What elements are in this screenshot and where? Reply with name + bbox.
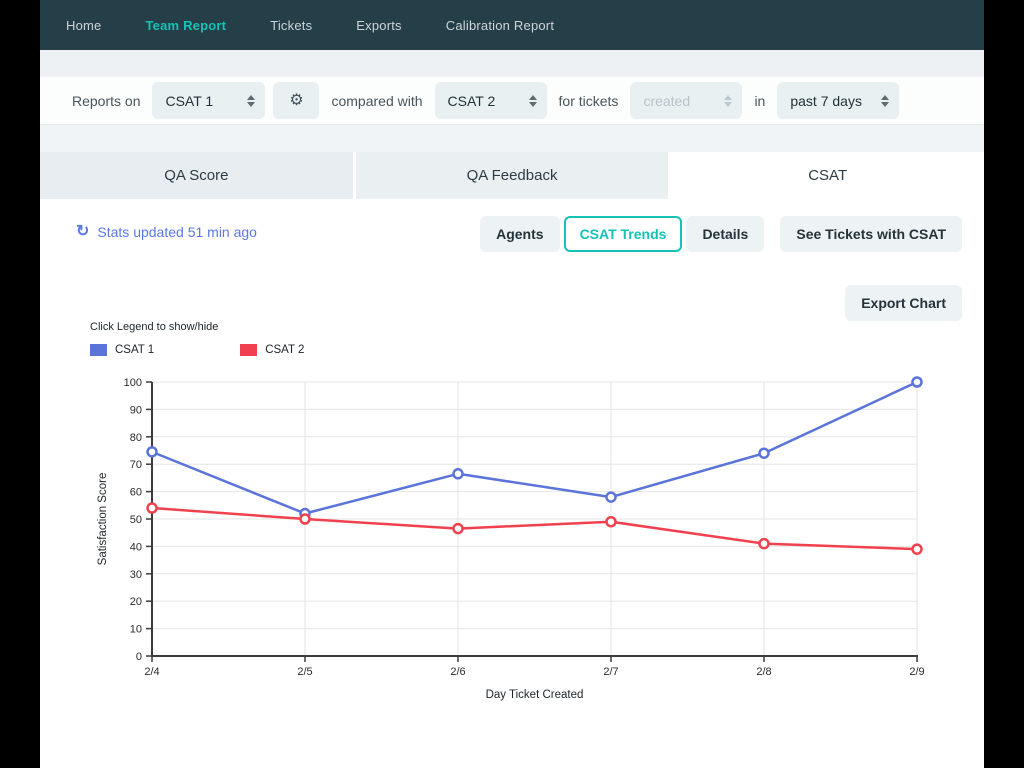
tab-csat[interactable]: CSAT bbox=[671, 152, 985, 199]
nav-item-exports[interactable]: Exports bbox=[356, 17, 402, 33]
for-tickets-label: for tickets bbox=[558, 92, 619, 109]
csat1-swatch-icon bbox=[90, 344, 107, 356]
legend-hint: Click Legend to show/hide bbox=[90, 321, 219, 333]
legend-item-csat2[interactable]: CSAT 2 bbox=[240, 344, 304, 356]
details-button[interactable]: Details bbox=[686, 216, 765, 252]
ticket-filter-select[interactable]: created bbox=[630, 82, 743, 119]
stats-updated-link[interactable]: ↻ Stats updated 51 min ago bbox=[76, 223, 257, 241]
nav-item-calibration-report[interactable]: Calibration Report bbox=[445, 17, 555, 33]
in-label: in bbox=[754, 92, 766, 109]
svg-text:40: 40 bbox=[130, 541, 142, 553]
svg-text:90: 90 bbox=[130, 404, 142, 416]
csat2-swatch-icon bbox=[240, 344, 258, 356]
svg-text:60: 60 bbox=[130, 487, 142, 499]
refresh-icon: ↻ bbox=[76, 223, 90, 240]
svg-text:80: 80 bbox=[130, 432, 142, 444]
svg-text:2/5: 2/5 bbox=[297, 666, 312, 678]
nav-item-team-report[interactable]: Team Report bbox=[145, 17, 227, 33]
report-tabs: QA Score QA Feedback CSAT bbox=[40, 152, 985, 199]
agents-button[interactable]: Agents bbox=[480, 216, 560, 252]
updown-arrows-icon bbox=[247, 94, 256, 107]
csat-panel: ↻ Stats updated 51 min ago Agents CSAT T… bbox=[40, 199, 984, 706]
legend-label-csat2: CSAT 2 bbox=[265, 344, 305, 356]
svg-text:2/9: 2/9 bbox=[909, 666, 924, 678]
export-row: Export Chart bbox=[62, 285, 962, 321]
legend-label-csat1: CSAT 1 bbox=[115, 344, 155, 356]
svg-text:2/7: 2/7 bbox=[603, 666, 618, 678]
svg-text:10: 10 bbox=[130, 624, 142, 636]
svg-text:20: 20 bbox=[130, 596, 142, 608]
svg-text:30: 30 bbox=[130, 569, 142, 581]
tab-qa-score[interactable]: QA Score bbox=[40, 152, 353, 199]
svg-text:50: 50 bbox=[130, 514, 142, 526]
csat-trends-button[interactable]: CSAT Trends bbox=[563, 216, 683, 252]
metric1-select[interactable]: CSAT 1 bbox=[152, 82, 266, 119]
stats-updated-text: Stats updated 51 min ago bbox=[97, 224, 257, 240]
gear-icon[interactable]: ⚙ bbox=[273, 82, 320, 119]
metric2-select[interactable]: CSAT 2 bbox=[434, 82, 547, 119]
svg-text:2/8: 2/8 bbox=[756, 666, 771, 678]
date-range-select[interactable]: past 7 days bbox=[777, 82, 900, 119]
stats-row: ↻ Stats updated 51 min ago Agents CSAT T… bbox=[62, 216, 962, 252]
metric2-value: CSAT 2 bbox=[447, 92, 496, 109]
top-navbar: Home Team Report Tickets Exports Calibra… bbox=[40, 0, 984, 50]
view-switcher: Agents CSAT Trends Details See Tickets w… bbox=[480, 216, 962, 252]
page-content: Home Team Report Tickets Exports Calibra… bbox=[40, 0, 985, 768]
svg-text:2/4: 2/4 bbox=[144, 666, 159, 678]
svg-text:Satisfaction Score: Satisfaction Score bbox=[97, 473, 109, 566]
nav-item-tickets[interactable]: Tickets bbox=[270, 17, 313, 33]
chart-legend: CSAT 1 CSAT 2 bbox=[90, 344, 962, 356]
reports-on-label: Reports on bbox=[72, 92, 141, 109]
svg-text:2/6: 2/6 bbox=[450, 666, 465, 678]
metric1-value: CSAT 1 bbox=[165, 92, 214, 109]
updown-arrows-icon bbox=[881, 94, 890, 107]
chart-wrap: 0 10 20 30 40 50 60 70 80 90 100 2/4 2/5 2/6 2/7 2/8 2/9… bbox=[90, 366, 962, 706]
nav-item-home[interactable]: Home bbox=[66, 17, 102, 33]
svg-text:Day Ticket Created: Day Ticket Created bbox=[486, 689, 584, 701]
see-tickets-with-csat-button[interactable]: See Tickets with CSAT bbox=[780, 216, 962, 252]
tab-qa-feedback[interactable]: QA Feedback bbox=[355, 152, 669, 199]
export-chart-button[interactable]: Export Chart bbox=[845, 285, 962, 321]
updown-arrows-icon bbox=[528, 94, 537, 107]
csat-trends-chart: 0 10 20 30 40 50 60 70 80 90 100 2/4 2/5 2/6 2/7 2/8 2/9… bbox=[97, 376, 925, 701]
legend-item-csat1[interactable]: CSAT 1 bbox=[90, 344, 154, 356]
gap-strip bbox=[40, 125, 984, 152]
report-filter-bar: Reports on CSAT 1 ⚙ compared with CSAT 2… bbox=[40, 77, 984, 125]
compared-with-label: compared with bbox=[331, 92, 423, 109]
date-range-value: past 7 days bbox=[790, 92, 862, 109]
svg-text:100: 100 bbox=[124, 377, 142, 389]
subnav-strip bbox=[40, 50, 984, 77]
ticket-filter-value: created bbox=[643, 92, 691, 109]
updown-arrows-icon bbox=[724, 94, 733, 107]
svg-text:70: 70 bbox=[130, 459, 142, 471]
svg-text:0: 0 bbox=[136, 651, 142, 663]
